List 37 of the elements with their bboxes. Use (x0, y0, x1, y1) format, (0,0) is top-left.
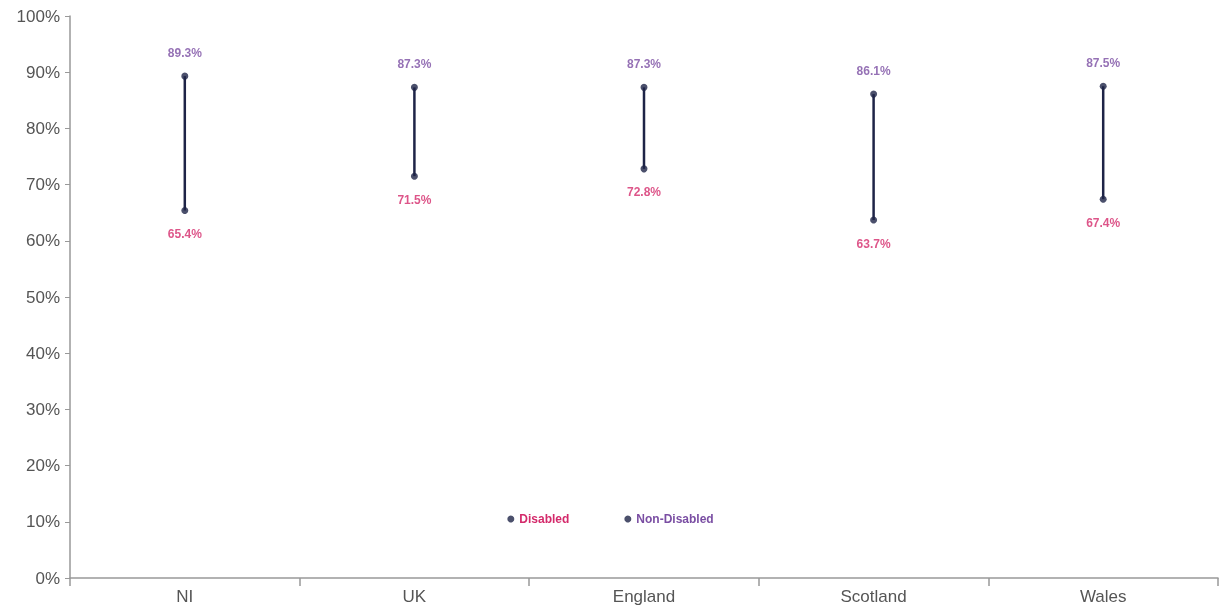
legend-label: Disabled (519, 512, 570, 526)
data-label: 67.4% (1086, 215, 1121, 230)
point (410, 83, 418, 91)
data-label: 86.1% (856, 63, 891, 78)
data-label: 87.3% (397, 56, 432, 71)
data-label: 87.5% (1086, 55, 1121, 70)
data-label: 87.3% (626, 56, 662, 71)
data-label: 65.4% (167, 226, 203, 241)
y-tick-label: 0% (35, 568, 60, 588)
x-tick-label: England (612, 587, 676, 606)
data-label: 72.8% (626, 185, 662, 200)
point (410, 172, 418, 180)
point (181, 206, 189, 214)
point (1099, 82, 1107, 90)
data-label: 71.5% (397, 192, 432, 207)
y-tick-label: 80% (25, 118, 60, 138)
point (870, 216, 878, 224)
data-label: 63.7% (856, 236, 891, 251)
y-tick-label: 60% (25, 231, 60, 251)
point (1099, 195, 1107, 203)
x-tick-label: NI (176, 587, 194, 606)
legend-label: Non-Disabled (636, 512, 714, 526)
data-label: 89.3% (167, 45, 203, 60)
x-tick-label: Wales (1079, 587, 1127, 606)
y-tick-label: 100% (16, 6, 60, 26)
point (181, 72, 189, 80)
y-tick-label: 10% (25, 512, 60, 532)
x-tick-label: Scotland (840, 587, 907, 606)
point (870, 90, 878, 98)
x-tick-label: UK (402, 587, 427, 606)
point (640, 83, 648, 91)
y-tick-label: 30% (25, 399, 60, 419)
y-tick-label: 50% (25, 287, 60, 307)
y-tick-label: 20% (25, 456, 60, 476)
y-tick-label: 70% (25, 175, 60, 195)
y-tick-label: 40% (25, 343, 60, 363)
y-tick-label: 90% (25, 62, 60, 82)
